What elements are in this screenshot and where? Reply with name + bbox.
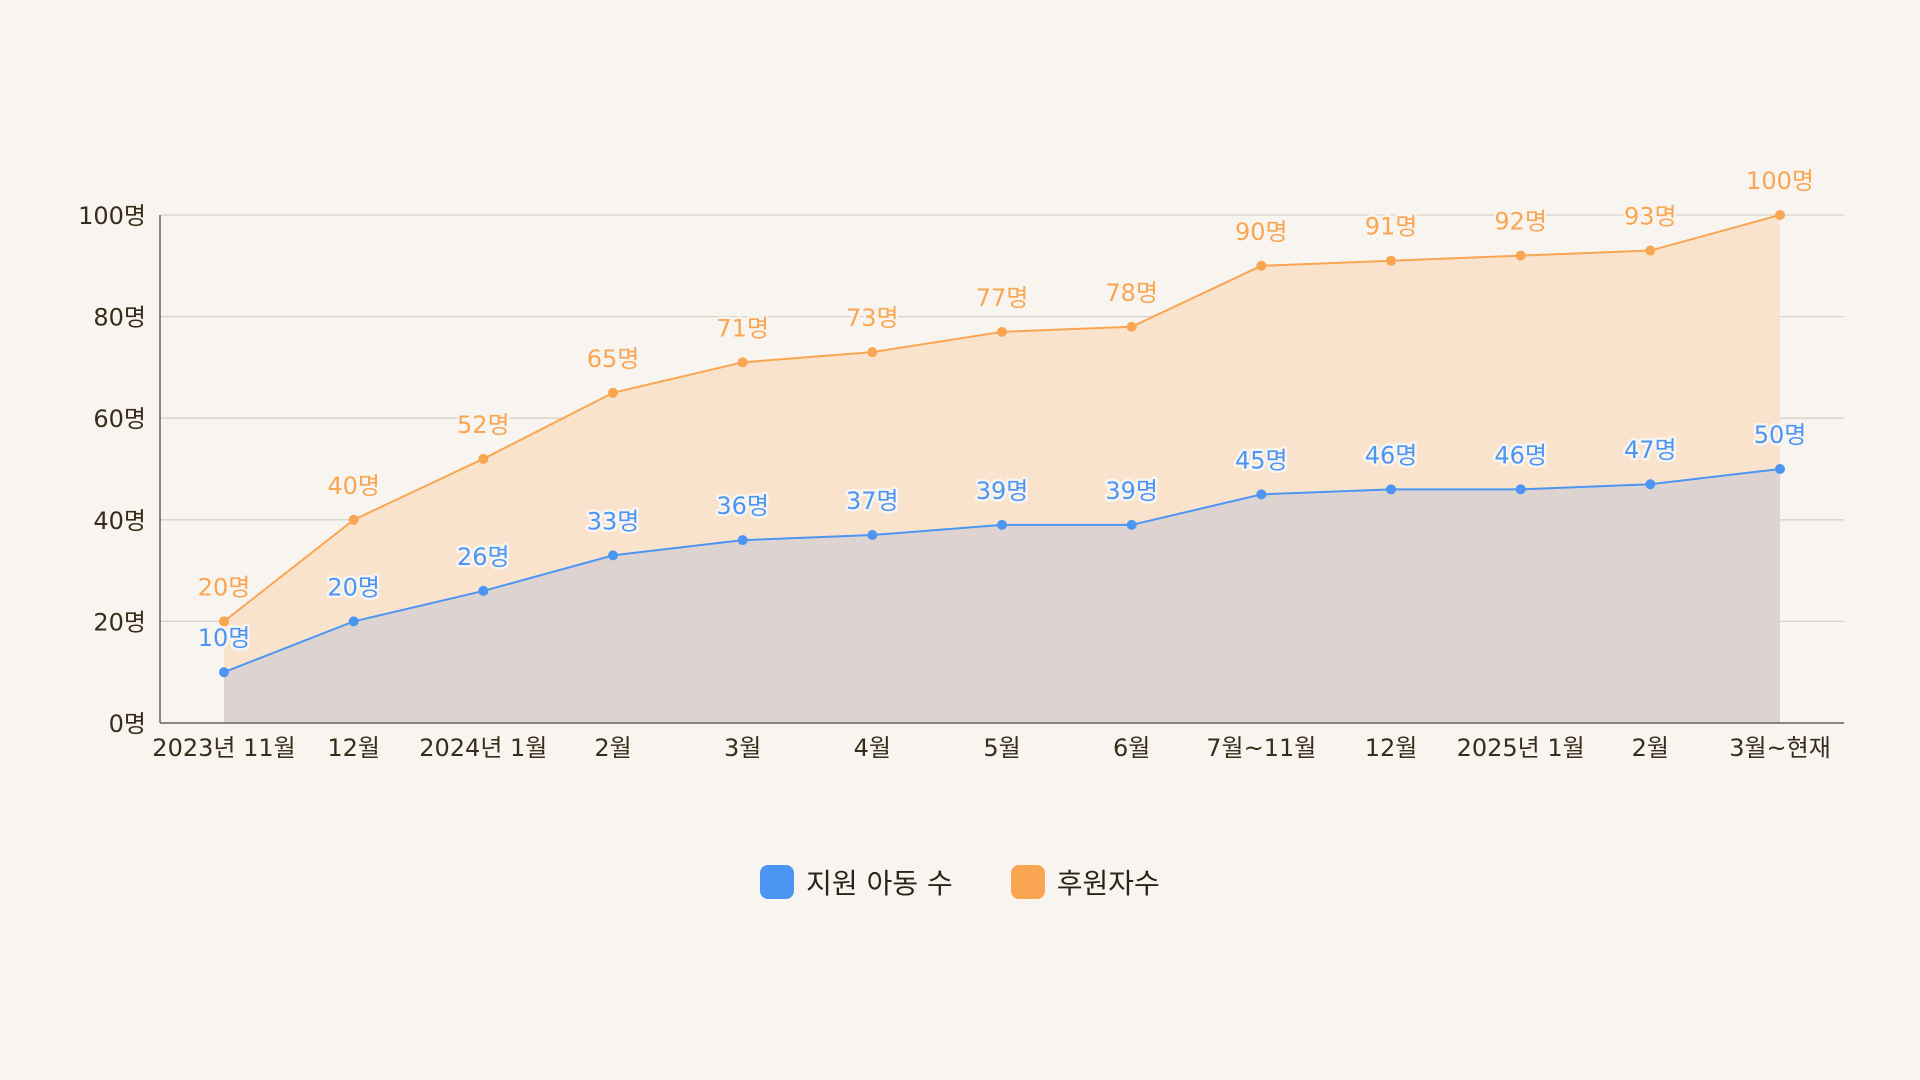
legend-label-children: 지원 아동 수 [806, 867, 953, 900]
data-point [1775, 210, 1785, 220]
x-tick-label: 4월 [854, 734, 891, 762]
data-label: 46명 [1494, 441, 1547, 469]
data-point [1256, 260, 1267, 271]
x-tick-label: 2024년 1월 [419, 734, 547, 762]
y-tick-label: 100명 [78, 202, 146, 230]
y-tick-label: 20명 [93, 608, 146, 636]
data-label: 78명 [1105, 279, 1158, 307]
data-label: 36명 [716, 492, 769, 520]
data-point [219, 667, 229, 678]
data-label: 26명 [457, 543, 510, 571]
y-tick-label: 40명 [93, 507, 146, 535]
legend-item-children[interactable]: 지원 아동 수 [760, 862, 953, 902]
data-point [1645, 245, 1656, 256]
data-point [1775, 464, 1785, 474]
data-point [478, 585, 489, 596]
legend-label-sponsors: 후원자수 [1056, 867, 1160, 900]
x-tick-label: 12월 [327, 734, 380, 762]
data-point [348, 616, 359, 627]
data-label: 10명 [198, 624, 251, 652]
data-label: 93명 [1624, 203, 1677, 231]
data-point [1515, 250, 1526, 261]
y-tick-label: 80명 [93, 304, 146, 332]
data-label: 37명 [846, 487, 899, 515]
chart-legend: 지원 아동 수 후원자수 [0, 862, 1920, 902]
data-label: 100명 [1746, 167, 1814, 195]
data-label: 40명 [327, 472, 380, 500]
data-point [867, 530, 878, 541]
data-label: 50명 [1754, 421, 1807, 449]
x-tick-label: 12월 [1365, 734, 1418, 762]
x-tick-label: 2025년 1월 [1457, 734, 1585, 762]
data-point [348, 514, 359, 525]
data-point [867, 347, 878, 358]
data-label: 46명 [1365, 441, 1418, 469]
data-label: 73명 [846, 304, 899, 332]
data-point [219, 616, 229, 627]
data-label: 20명 [198, 573, 251, 601]
x-tick-label: 2월 [1632, 734, 1669, 762]
legend-swatch-children [760, 865, 795, 899]
data-label: 39명 [976, 477, 1029, 505]
data-point [997, 519, 1007, 530]
y-tick-label: 0명 [109, 710, 146, 738]
data-label: 52명 [457, 411, 510, 439]
x-tick-label: 3월~현재 [1729, 734, 1831, 762]
data-label: 77명 [976, 284, 1029, 312]
data-point [1386, 255, 1396, 266]
data-label: 71명 [716, 314, 769, 342]
y-tick-label: 60명 [93, 405, 146, 433]
data-label: 20명 [327, 573, 380, 601]
data-point [737, 357, 748, 368]
x-tick-label: 3월 [724, 734, 761, 762]
data-point [1126, 519, 1137, 530]
data-point [608, 550, 618, 561]
data-point [1256, 489, 1267, 500]
data-point [1515, 484, 1526, 495]
data-label: 39명 [1105, 477, 1158, 505]
x-tick-label: 2023년 11월 [152, 734, 295, 762]
data-label: 92명 [1494, 208, 1547, 236]
series-area [224, 469, 1780, 723]
x-tick-label: 5월 [983, 734, 1020, 762]
legend-item-sponsors[interactable]: 후원자수 [1010, 862, 1160, 902]
x-tick-label: 7월~11월 [1206, 734, 1316, 762]
data-point [997, 326, 1007, 337]
x-tick-label: 6월 [1113, 734, 1150, 762]
data-label: 90명 [1235, 218, 1288, 246]
x-tick-label: 2월 [594, 734, 631, 762]
data-point [1126, 321, 1137, 332]
legend-swatch-sponsors [1010, 865, 1045, 899]
data-point [1645, 479, 1656, 490]
data-label: 91명 [1365, 213, 1418, 241]
data-point [478, 453, 489, 464]
data-point [608, 387, 618, 398]
data-point [1386, 484, 1396, 495]
data-point [737, 535, 748, 546]
data-label: 45명 [1235, 446, 1288, 474]
data-label: 33명 [587, 507, 640, 535]
data-label: 47명 [1624, 436, 1677, 464]
data-label: 65명 [587, 345, 640, 373]
